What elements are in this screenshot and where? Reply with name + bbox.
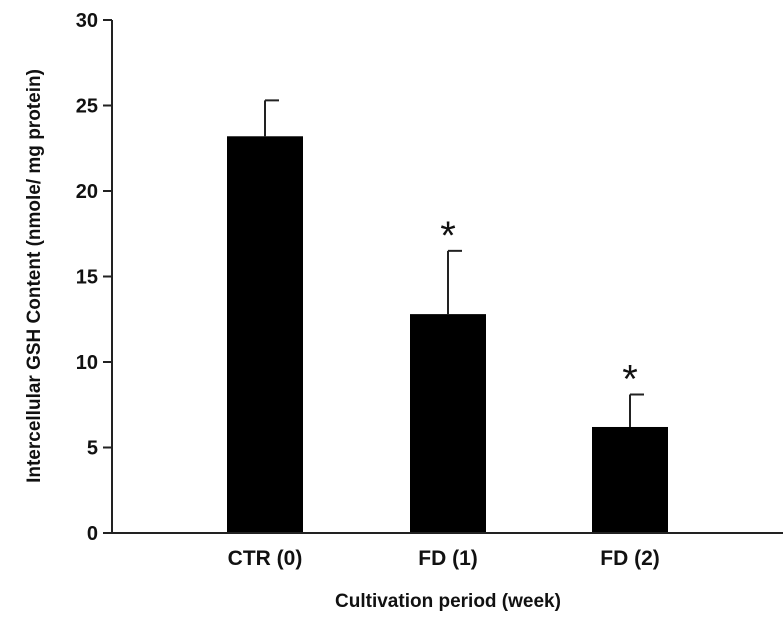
y-tick-label: 0: [87, 523, 98, 545]
bar: [410, 314, 486, 533]
significance-markers: **: [440, 214, 638, 402]
significance-asterisk: *: [622, 357, 638, 401]
x-tick-label: CTR (0): [228, 547, 303, 570]
y-tick-label: 10: [76, 352, 98, 374]
bar: [227, 136, 303, 533]
y-tick-label: 25: [76, 96, 98, 118]
y-tick-label: 5: [87, 438, 98, 460]
y-tick-label: 20: [76, 181, 98, 203]
error-bar: [264, 99, 279, 137]
x-axis-tick-labels: CTR (0) FD (1) FD (2): [228, 547, 660, 570]
error-bar: [629, 393, 644, 427]
y-axis-ticks: 0 5 10 15 20 25 30: [76, 10, 112, 545]
bar: [592, 426, 668, 533]
x-tick-label: FD (1): [418, 547, 478, 570]
y-axis-title: Intercellular GSH Content (nmole/ mg pro…: [24, 69, 45, 483]
bars: [227, 136, 668, 533]
error-bars: [264, 99, 644, 427]
y-tick-label: 15: [76, 267, 98, 289]
x-axis-title: Cultivation period (week): [335, 591, 561, 612]
y-tick-label: 30: [76, 10, 98, 32]
x-tick-label: FD (2): [600, 547, 660, 570]
significance-asterisk: *: [440, 214, 456, 258]
error-bar: [447, 249, 462, 315]
